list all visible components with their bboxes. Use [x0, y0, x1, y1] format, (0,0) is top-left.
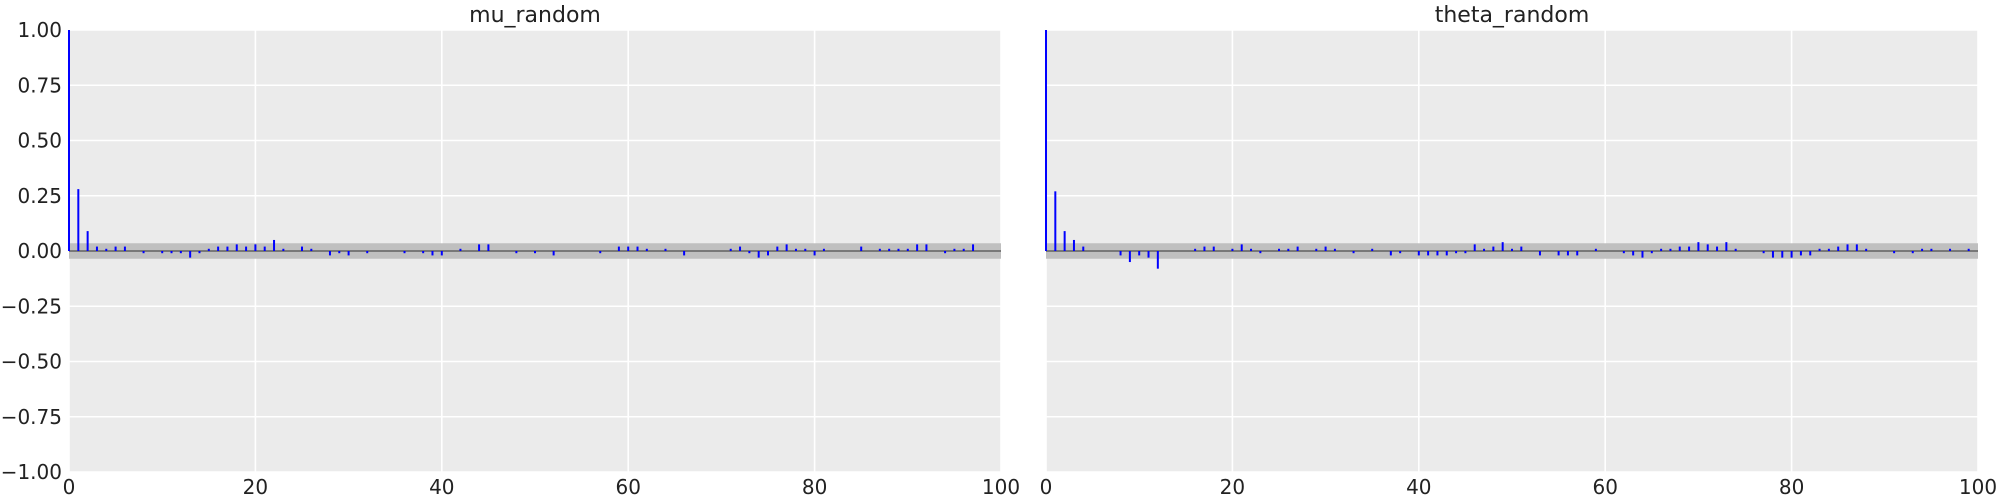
- x-tick-label: 0: [1040, 475, 1053, 499]
- y-tick-label: −1.00: [1, 460, 62, 484]
- x-tick-label: 80: [1779, 475, 1804, 499]
- panel-title: mu_random: [469, 3, 601, 28]
- y-tick-label: 1.00: [17, 18, 62, 42]
- x-tick-label: 40: [1406, 475, 1431, 499]
- x-tick-label: 60: [615, 475, 640, 499]
- x-tick-label: 100: [982, 475, 1020, 499]
- panel-title: theta_random: [1435, 3, 1590, 28]
- x-tick-label: 100: [1959, 475, 1997, 499]
- x-tick-label: 80: [802, 475, 827, 499]
- acf-panel-mu_random: mu_random 0 20 40 60 80 100 1.00 0.75 0.50 0.25 0.0…: [1, 3, 1020, 499]
- x-tick-label: 0: [63, 475, 76, 499]
- x-tick-label: 20: [1220, 475, 1245, 499]
- x-tick-label: 60: [1592, 475, 1617, 499]
- x-tick-label: 20: [243, 475, 268, 499]
- acf-panel-theta_random: theta_random 0 20 40 60 80 100: [1040, 3, 1997, 499]
- y-tick-label: −0.25: [1, 294, 62, 318]
- y-tick-label: 0.25: [17, 184, 62, 208]
- y-tick-label: −0.75: [1, 405, 62, 429]
- y-tick-label: 0.75: [17, 73, 62, 97]
- y-tick-label: 0.00: [17, 239, 62, 263]
- x-tick-label: 40: [429, 475, 454, 499]
- y-tick-label: 0.50: [17, 129, 62, 153]
- y-tick-label: −0.50: [1, 350, 62, 374]
